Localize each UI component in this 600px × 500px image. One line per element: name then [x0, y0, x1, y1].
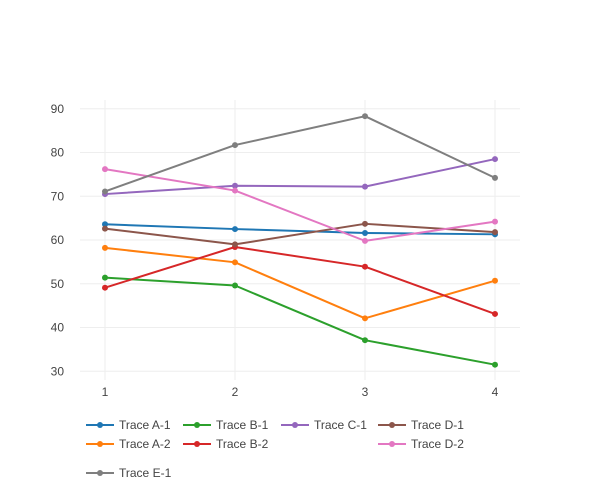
series-line — [104, 276, 496, 366]
data-point — [102, 284, 108, 291]
data-point — [232, 282, 238, 289]
data-point — [232, 182, 238, 189]
data-point — [492, 156, 498, 163]
series-line — [104, 168, 496, 242]
x-axis-ticks: 1 2 3 4 — [102, 385, 499, 399]
x-tick-label: 2 — [232, 385, 239, 399]
legend-label: Trace B-2 — [216, 437, 269, 451]
data-point — [232, 259, 238, 266]
data-point — [362, 183, 368, 190]
legend-item[interactable]: Trace E-1 — [86, 466, 172, 480]
data-point — [492, 218, 498, 225]
data-point — [362, 113, 368, 120]
legend-item[interactable]: Trace D-2 — [378, 437, 464, 451]
y-tick-label: 30 — [51, 364, 65, 378]
legend-item[interactable]: Trace B-1 — [183, 418, 269, 432]
legend-label: Trace A-2 — [119, 437, 171, 451]
legend-item[interactable]: Trace D-1 — [378, 418, 464, 432]
series-line — [104, 223, 496, 236]
legend-label: Trace B-1 — [216, 418, 269, 432]
data-point — [362, 230, 368, 236]
data-point — [492, 174, 498, 181]
series-trace-d-2 — [102, 166, 498, 244]
data-point — [102, 225, 108, 232]
y-tick-label: 90 — [51, 102, 65, 116]
data-point — [492, 310, 498, 317]
legend-item[interactable]: Trace B-2 — [183, 437, 269, 451]
legend-label: Trace A-1 — [119, 418, 171, 432]
legend-marker — [389, 441, 395, 447]
series-line — [104, 222, 496, 246]
legend-marker — [97, 422, 103, 428]
data-point — [362, 337, 368, 344]
series-layer — [102, 113, 498, 368]
series-line — [104, 246, 496, 315]
y-tick-label: 50 — [51, 277, 65, 291]
legend-marker — [389, 422, 395, 428]
data-point — [232, 226, 238, 233]
legend-marker — [292, 422, 298, 428]
y-tick-label: 70 — [51, 189, 65, 203]
legend-label: Trace D-1 — [411, 418, 464, 432]
data-point — [232, 142, 238, 149]
series-line — [104, 115, 496, 193]
data-point — [362, 263, 368, 270]
data-point — [362, 315, 368, 322]
legend: Trace A-1 Trace B-1 Trace C-1 Trace D-1 Trac… — [86, 418, 464, 480]
x-tick-label: 4 — [492, 385, 499, 399]
x-tick-label: 1 — [102, 385, 109, 399]
legend-marker — [97, 441, 103, 447]
y-axis-ticks: 30 40 50 60 70 80 90 — [51, 102, 65, 379]
data-point — [102, 274, 108, 281]
y-tick-label: 40 — [51, 321, 65, 335]
series-trace-c-1 — [102, 156, 498, 198]
data-point — [232, 187, 238, 194]
x-tick-label: 3 — [362, 385, 369, 399]
legend-label: Trace D-2 — [411, 437, 464, 451]
legend-marker — [194, 441, 200, 447]
data-point — [492, 229, 498, 236]
data-point — [102, 221, 108, 228]
legend-item[interactable]: Trace A-1 — [86, 418, 171, 432]
data-point — [102, 188, 108, 195]
data-point — [102, 244, 108, 251]
legend-marker — [97, 470, 103, 476]
series-trace-e-1 — [102, 113, 498, 195]
legend-marker — [194, 422, 200, 428]
legend-label: Trace C-1 — [314, 418, 367, 432]
data-point — [102, 166, 108, 173]
data-point — [362, 220, 368, 227]
data-point — [492, 277, 498, 284]
legend-label: Trace E-1 — [119, 466, 172, 480]
data-point — [232, 241, 238, 248]
series-trace-b-1 — [102, 274, 498, 368]
series-line — [104, 158, 496, 196]
y-tick-label: 80 — [51, 146, 65, 160]
y-tick-label: 60 — [51, 233, 65, 247]
legend-item[interactable]: Trace A-2 — [86, 437, 171, 451]
data-point — [492, 361, 498, 368]
legend-item[interactable]: Trace C-1 — [281, 418, 367, 432]
series-line — [104, 246, 496, 320]
series-trace-a-2 — [102, 244, 498, 322]
series-trace-d-1 — [102, 220, 498, 248]
data-point — [362, 237, 368, 244]
